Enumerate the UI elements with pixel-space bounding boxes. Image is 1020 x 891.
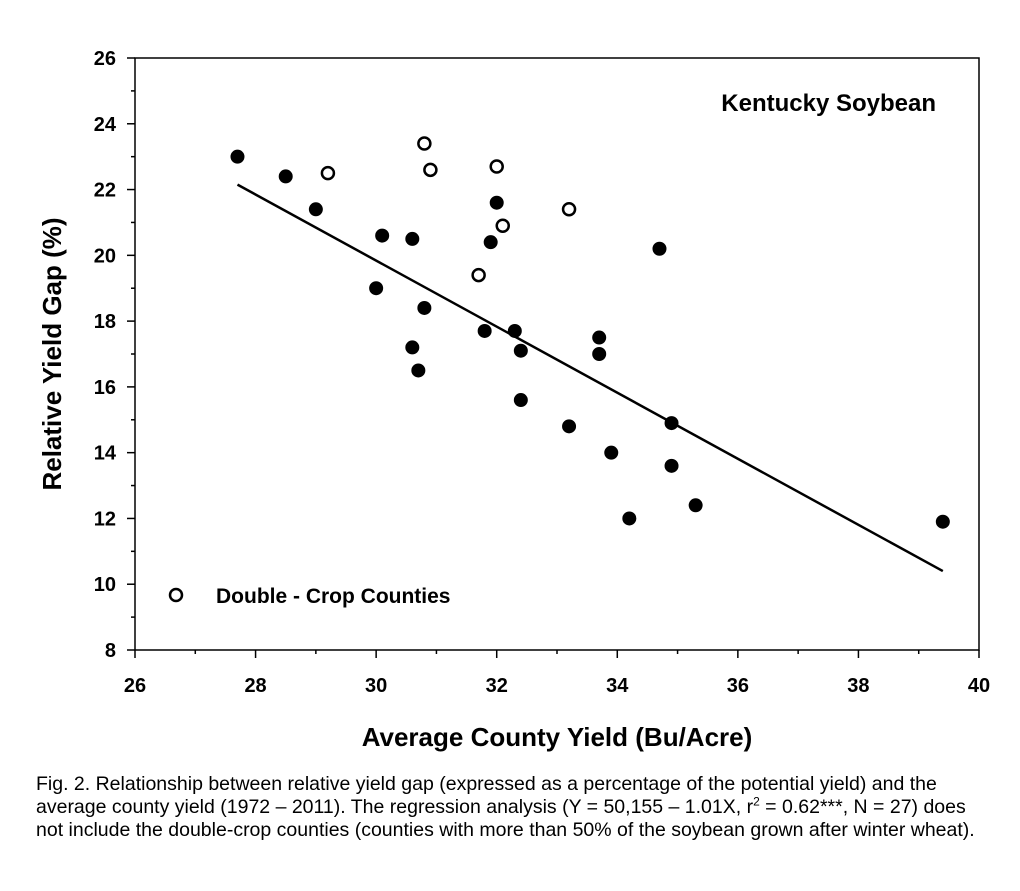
- county-point: [417, 300, 432, 315]
- chart-title: Kentucky Soybean: [721, 90, 936, 117]
- county-point: [405, 340, 420, 355]
- county-point: [688, 498, 703, 513]
- county-point: [513, 343, 528, 358]
- y-axis-tick-labels: 8 10 12 14 16 18 20 22 24 26: [94, 48, 117, 662]
- county-point: [592, 330, 607, 345]
- county-point: [664, 416, 679, 431]
- double-crop-point: [417, 136, 432, 151]
- data-points: [230, 136, 950, 529]
- figure-caption: Fig. 2. Relationship between relative yi…: [36, 773, 996, 842]
- county-point: [483, 235, 498, 250]
- county-point: [604, 445, 619, 460]
- county-point: [411, 363, 426, 378]
- plot-area-frame: [134, 57, 980, 651]
- county-point: [592, 347, 607, 361]
- y-axis-title: Relative Yield Gap (%): [37, 217, 67, 490]
- caption-text-part1: Fig. 2. Relationship between relative yi…: [36, 773, 937, 818]
- x-tick-label: 40: [968, 675, 990, 697]
- x-tick-label: 28: [244, 675, 266, 697]
- county-point: [375, 228, 390, 243]
- y-axis-ticks: [127, 57, 135, 651]
- y-tick-label: 24: [94, 114, 117, 136]
- x-tick-label: 34: [606, 675, 629, 697]
- caption-text-part2: = 0.62***, N = 27) does not include the …: [36, 796, 975, 841]
- x-axis-title: Average County Yield (Bu/Acre): [362, 722, 753, 752]
- regression-line: [236, 183, 944, 573]
- county-point: [652, 241, 667, 256]
- county-point: [562, 419, 577, 434]
- county-point: [664, 458, 679, 473]
- y-tick-label: 20: [94, 245, 116, 267]
- x-tick-label: 32: [486, 675, 508, 697]
- county-point: [935, 514, 950, 529]
- county-point: [507, 323, 522, 338]
- county-point: [489, 195, 504, 210]
- x-tick-label: 30: [365, 675, 387, 697]
- y-tick-label: 22: [94, 180, 116, 202]
- legend-label-double-crop: Double - Crop Counties: [216, 585, 451, 608]
- county-point: [308, 202, 323, 217]
- county-point: [369, 281, 384, 296]
- x-tick-label: 36: [727, 675, 749, 697]
- scatter-chart: 26 28 30 32 34 36 38 40 8 10 12 14 16 18 20 22 24 26 Ken…: [37, 48, 990, 752]
- county-point: [622, 511, 637, 526]
- double-crop-point: [471, 267, 486, 283]
- double-crop-point: [320, 165, 336, 181]
- county-point: [278, 169, 293, 184]
- county-point: [230, 149, 245, 164]
- x-tick-label: 38: [847, 675, 869, 697]
- y-tick-label: 16: [94, 377, 116, 399]
- x-axis-tick-labels: 26 28 30 32 34 36 38 40: [124, 675, 990, 697]
- y-tick-label: 10: [94, 574, 116, 596]
- double-crop-point: [495, 218, 510, 233]
- double-crop-point: [561, 202, 577, 217]
- double-crop-point: [423, 162, 438, 178]
- legend-marker-open-circle: [168, 587, 184, 603]
- x-tick-label: 26: [124, 675, 146, 697]
- county-point: [405, 231, 420, 246]
- double-crop-point: [489, 159, 504, 174]
- y-tick-label: 14: [94, 443, 117, 465]
- y-tick-label: 18: [94, 311, 116, 333]
- y-tick-label: 26: [94, 48, 116, 70]
- county-point: [513, 393, 528, 408]
- caption-superscript: 2: [753, 794, 760, 809]
- county-point: [477, 323, 492, 338]
- x-axis-ticks: [134, 650, 980, 658]
- y-tick-label: 8: [105, 640, 116, 662]
- y-tick-label: 12: [94, 508, 116, 530]
